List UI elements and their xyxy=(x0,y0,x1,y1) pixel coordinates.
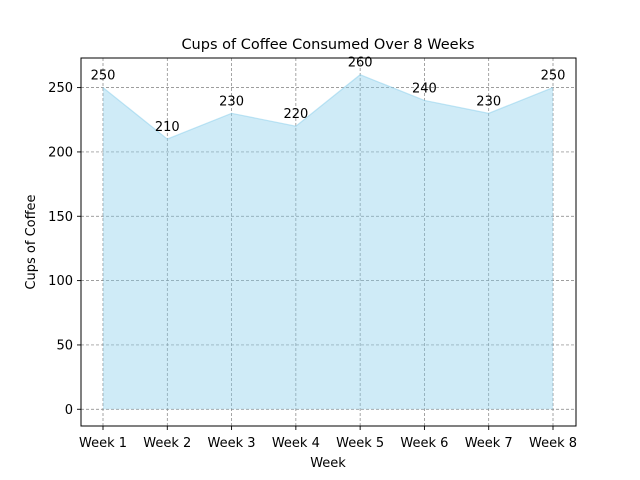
x-tick-label: Week 6 xyxy=(400,436,448,451)
series-line xyxy=(102,74,554,140)
x-tick-label: Week 8 xyxy=(529,436,577,451)
y-axis-label: Cups of Coffee xyxy=(24,194,39,289)
data-label: 250 xyxy=(541,69,566,84)
data-label: 240 xyxy=(412,81,437,96)
grid-lines xyxy=(81,58,576,426)
chart-title: Cups of Coffee Consumed Over 8 Weeks xyxy=(181,37,474,53)
x-tick-label: Week 5 xyxy=(336,436,384,451)
data-label: 210 xyxy=(155,120,180,135)
data-label: 220 xyxy=(283,107,308,122)
data-label: 250 xyxy=(91,69,116,84)
x-tick-label: Week 7 xyxy=(465,436,513,451)
y-tick-label: 250 xyxy=(48,81,73,96)
data-labels: 250 210 230 220 260 240 230 250 xyxy=(91,56,566,135)
x-tick-label: Week 4 xyxy=(272,436,320,451)
x-tick-label: Week 2 xyxy=(143,436,191,451)
x-tick-label: Week 3 xyxy=(208,436,256,451)
plot-frame xyxy=(80,57,577,427)
data-label: 230 xyxy=(476,94,501,109)
y-tick-label: 200 xyxy=(48,145,73,160)
y-tick-label: 150 xyxy=(48,210,73,225)
area-layer xyxy=(102,74,554,410)
data-label: 260 xyxy=(348,56,373,71)
y-tick-label: 100 xyxy=(48,274,73,289)
data-label: 230 xyxy=(219,94,244,109)
y-tick-label: 0 xyxy=(65,403,73,418)
axis-ticks: Week 1 Week 2 Week 3 Week 4 Week 5 Week 6 Week… xyxy=(48,81,577,451)
area-fill xyxy=(103,74,553,410)
y-tick-label: 50 xyxy=(56,338,73,353)
x-tick-label: Week 1 xyxy=(79,436,127,451)
x-axis-label: Week xyxy=(310,456,346,471)
